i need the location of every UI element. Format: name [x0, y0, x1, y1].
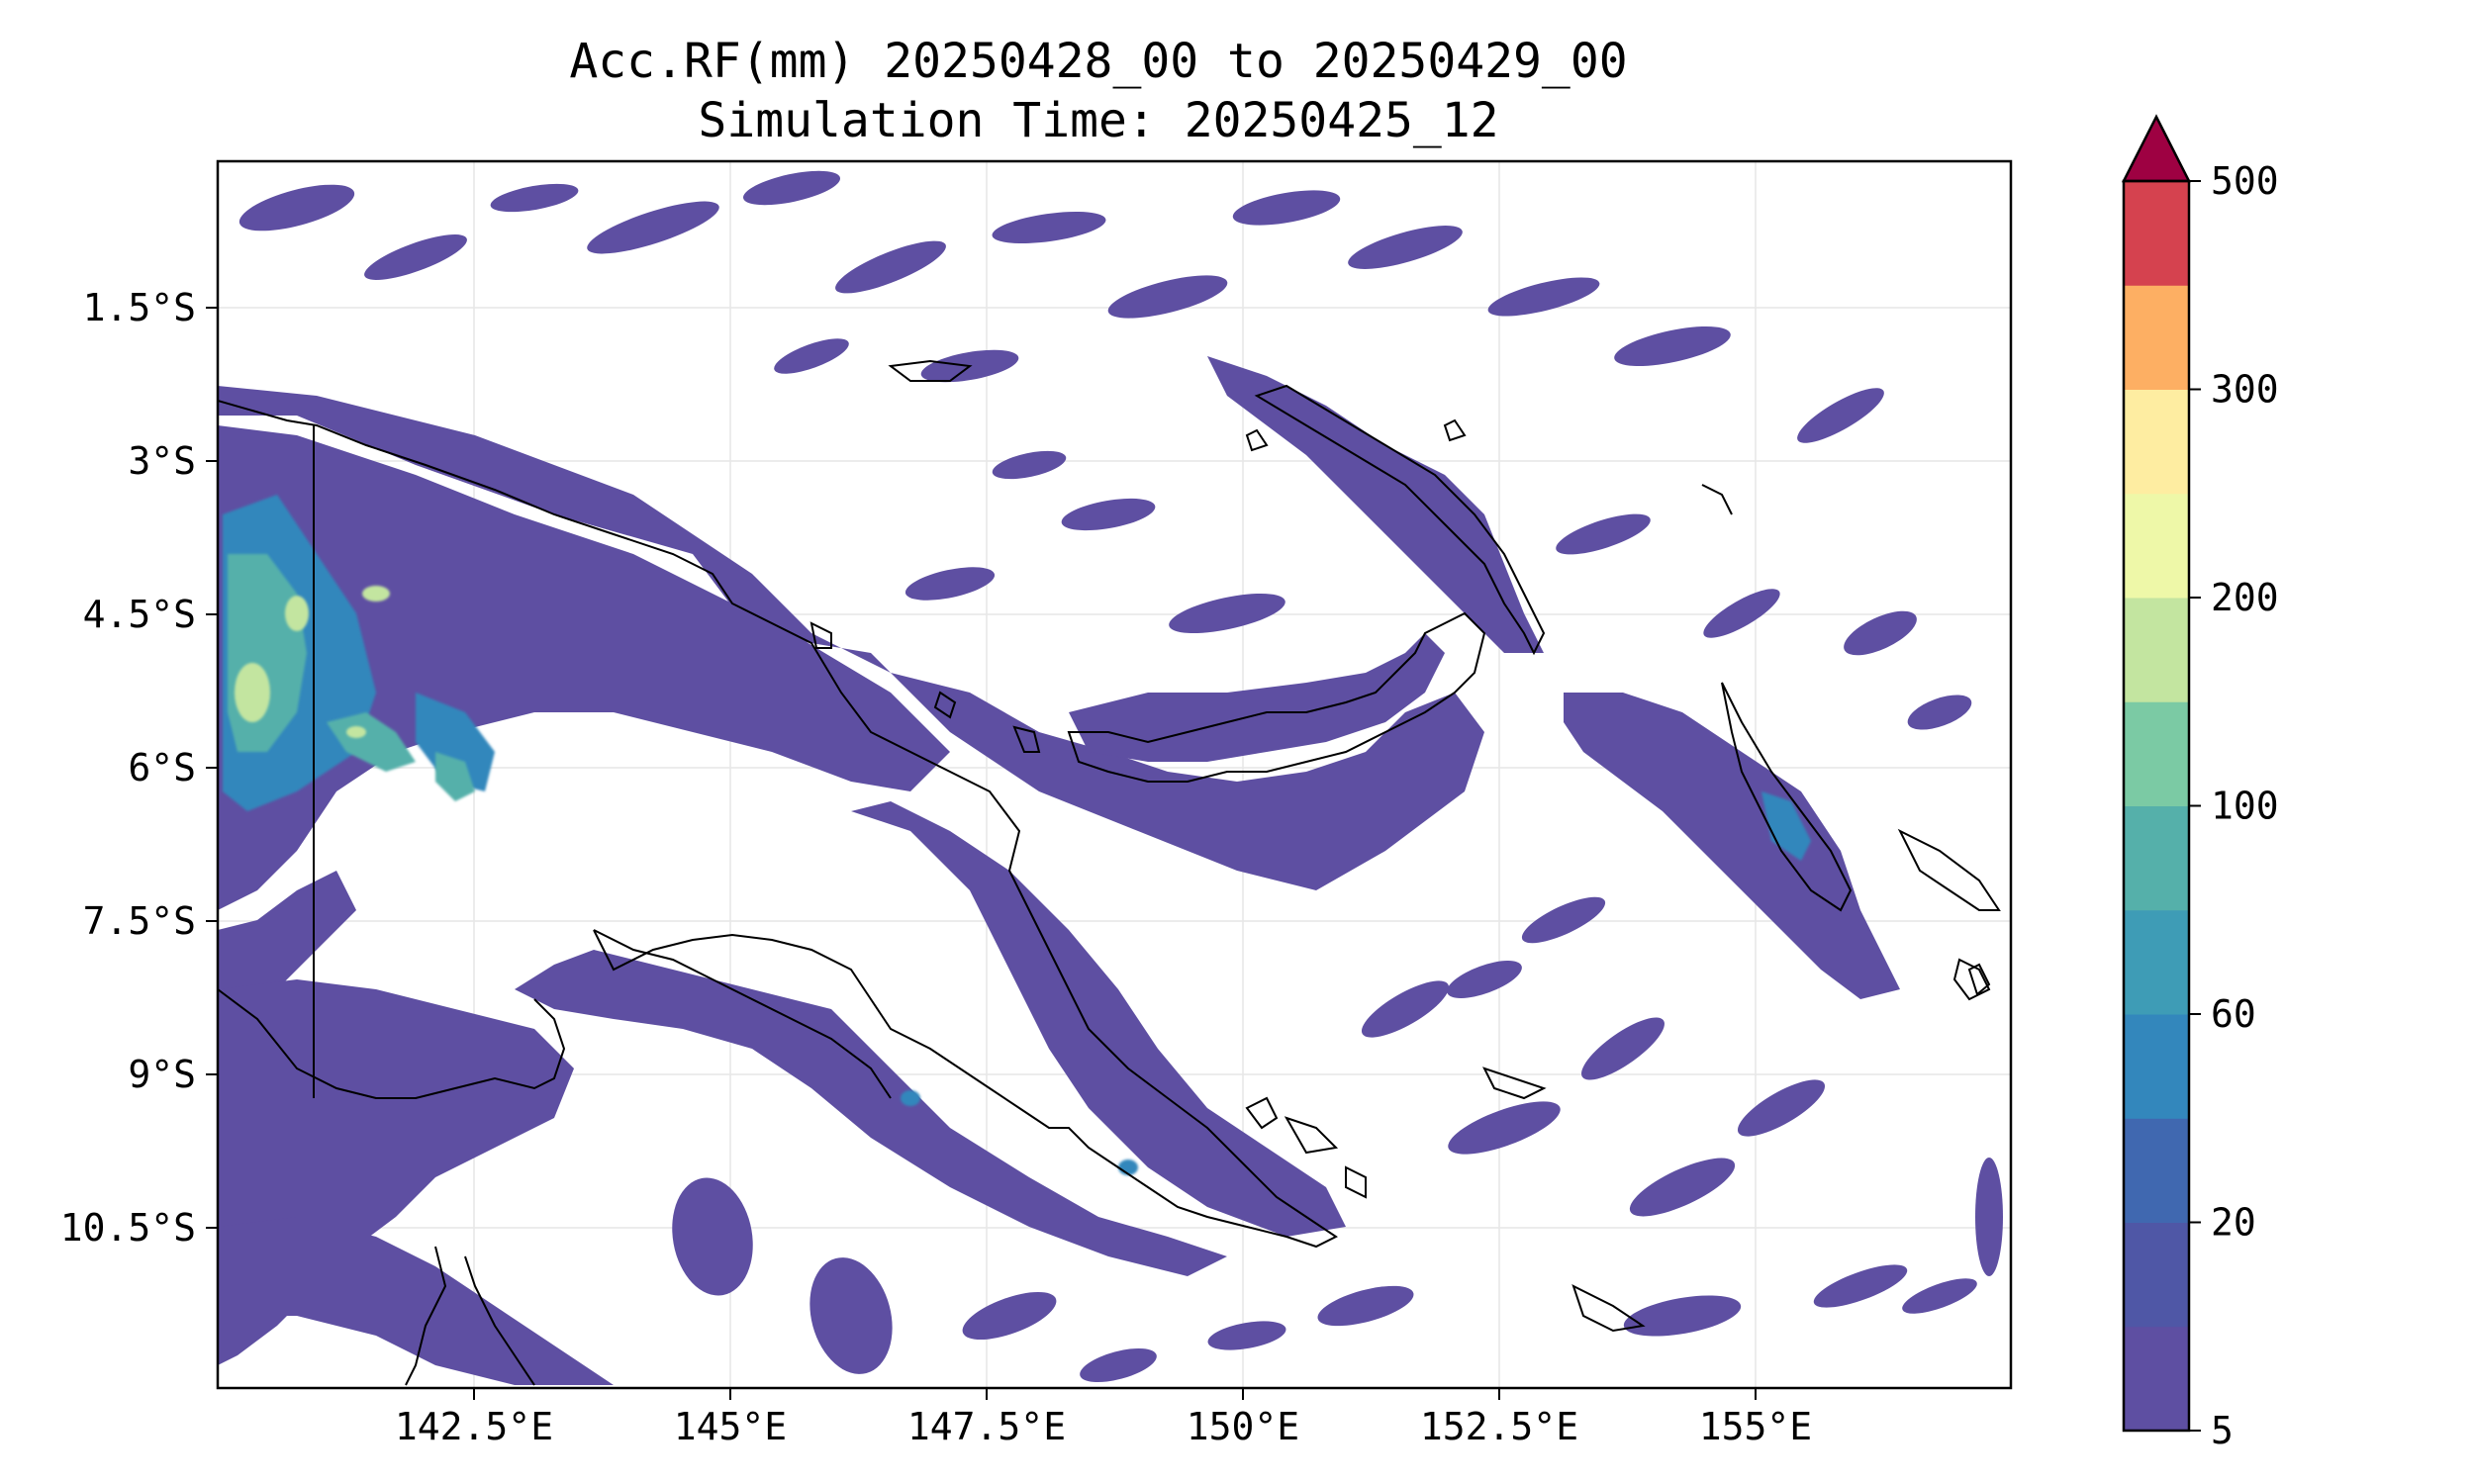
colorbar: 5 20 60 100 200 300 500	[2121, 114, 2279, 1452]
y-tick-label: 3°S	[128, 439, 196, 483]
bougainville	[1721, 682, 1853, 912]
rain-band-low	[218, 356, 1900, 1385]
y-axis: 1.5°S 3°S 4.5°S 6°S 7.5°S 9°S 10.5°S	[60, 286, 218, 1250]
colorbar-extend-arrow	[2121, 114, 2192, 183]
malaita	[1952, 958, 1991, 1001]
x-tick-label: 142.5°E	[395, 1405, 553, 1448]
manus-island	[888, 359, 973, 382]
islet-1	[1967, 963, 1991, 996]
rain-band-peak	[235, 586, 390, 738]
woodlark	[1571, 1284, 1646, 1333]
x-tick-label: 150°E	[1187, 1405, 1299, 1448]
colorbar-segment	[2124, 389, 2189, 495]
y-tick-label: 9°S	[128, 1053, 196, 1096]
colorbar-segment	[2124, 701, 2189, 806]
islet-2	[1245, 428, 1269, 452]
colorbar-segment	[2124, 598, 2189, 702]
map-panel	[216, 159, 2013, 1390]
solomon-south	[1897, 828, 2001, 911]
x-tick-label: 147.5°E	[907, 1405, 1066, 1448]
y-tick-label: 4.5°S	[83, 593, 196, 636]
dentrecasteaux-1	[1245, 1096, 1279, 1130]
colorbar-segment	[2124, 909, 2189, 1015]
colorbar-label: 500	[2211, 159, 2279, 203]
bismarck-arc	[1701, 484, 1733, 515]
rain-scattered-blobs	[238, 170, 2003, 1383]
y-tick-label: 6°S	[128, 746, 196, 789]
coastlines	[218, 359, 2001, 1386]
new-ireland	[1254, 384, 1546, 656]
southern-coast	[218, 988, 566, 1099]
y-tick-label: 1.5°S	[83, 286, 196, 329]
figure-title-line2: Simulation Time: 20250425_12	[698, 93, 1498, 148]
colorbar-label: 20	[2211, 1201, 2256, 1245]
colorbar-segment	[2124, 805, 2189, 911]
colorbar-segment	[2124, 285, 2189, 390]
lake-2	[933, 691, 957, 719]
colorbar-segment	[2124, 1326, 2189, 1432]
y-tick-label: 10.5°S	[60, 1206, 196, 1250]
y-tick-label: 7.5°S	[83, 899, 196, 943]
new-britain	[1067, 611, 1486, 783]
dentrecasteaux-2	[1284, 1116, 1339, 1155]
x-tick-label: 155°E	[1699, 1405, 1812, 1448]
colorbar-segment	[2124, 1222, 2189, 1328]
rainfall-field	[218, 170, 2003, 1385]
map-frame	[216, 159, 2013, 1390]
dentrecasteaux-3	[1345, 1165, 1367, 1199]
new-guinea-north-coast	[218, 400, 1338, 1249]
x-axis: 142.5°E 145°E 147.5°E 150°E 152.5°E 155°…	[395, 1388, 1812, 1448]
colorbar-segment	[2124, 181, 2189, 286]
coastline-south-west	[593, 929, 892, 1099]
lake-3	[1012, 725, 1041, 753]
figure-title-line1: Acc.RF(mm) 20250428_00 to 20250429_00	[569, 34, 1627, 89]
x-tick-label: 145°E	[674, 1405, 787, 1448]
cape-york	[405, 1246, 535, 1386]
colorbar-segment	[2124, 493, 2189, 599]
trobriand	[1482, 1067, 1547, 1100]
x-tick-label: 152.5°E	[1420, 1405, 1578, 1448]
colorbar-label: 200	[2211, 576, 2279, 619]
colorbar-segment	[2124, 1014, 2189, 1119]
lake-1	[809, 621, 832, 649]
colorbar-label: 5	[2211, 1409, 2234, 1452]
colorbar-label: 100	[2211, 785, 2279, 828]
colorbar-segment	[2124, 1118, 2189, 1223]
islet-3	[1443, 418, 1467, 442]
colorbar-label: 60	[2211, 992, 2256, 1036]
colorbar-label: 300	[2211, 368, 2279, 412]
